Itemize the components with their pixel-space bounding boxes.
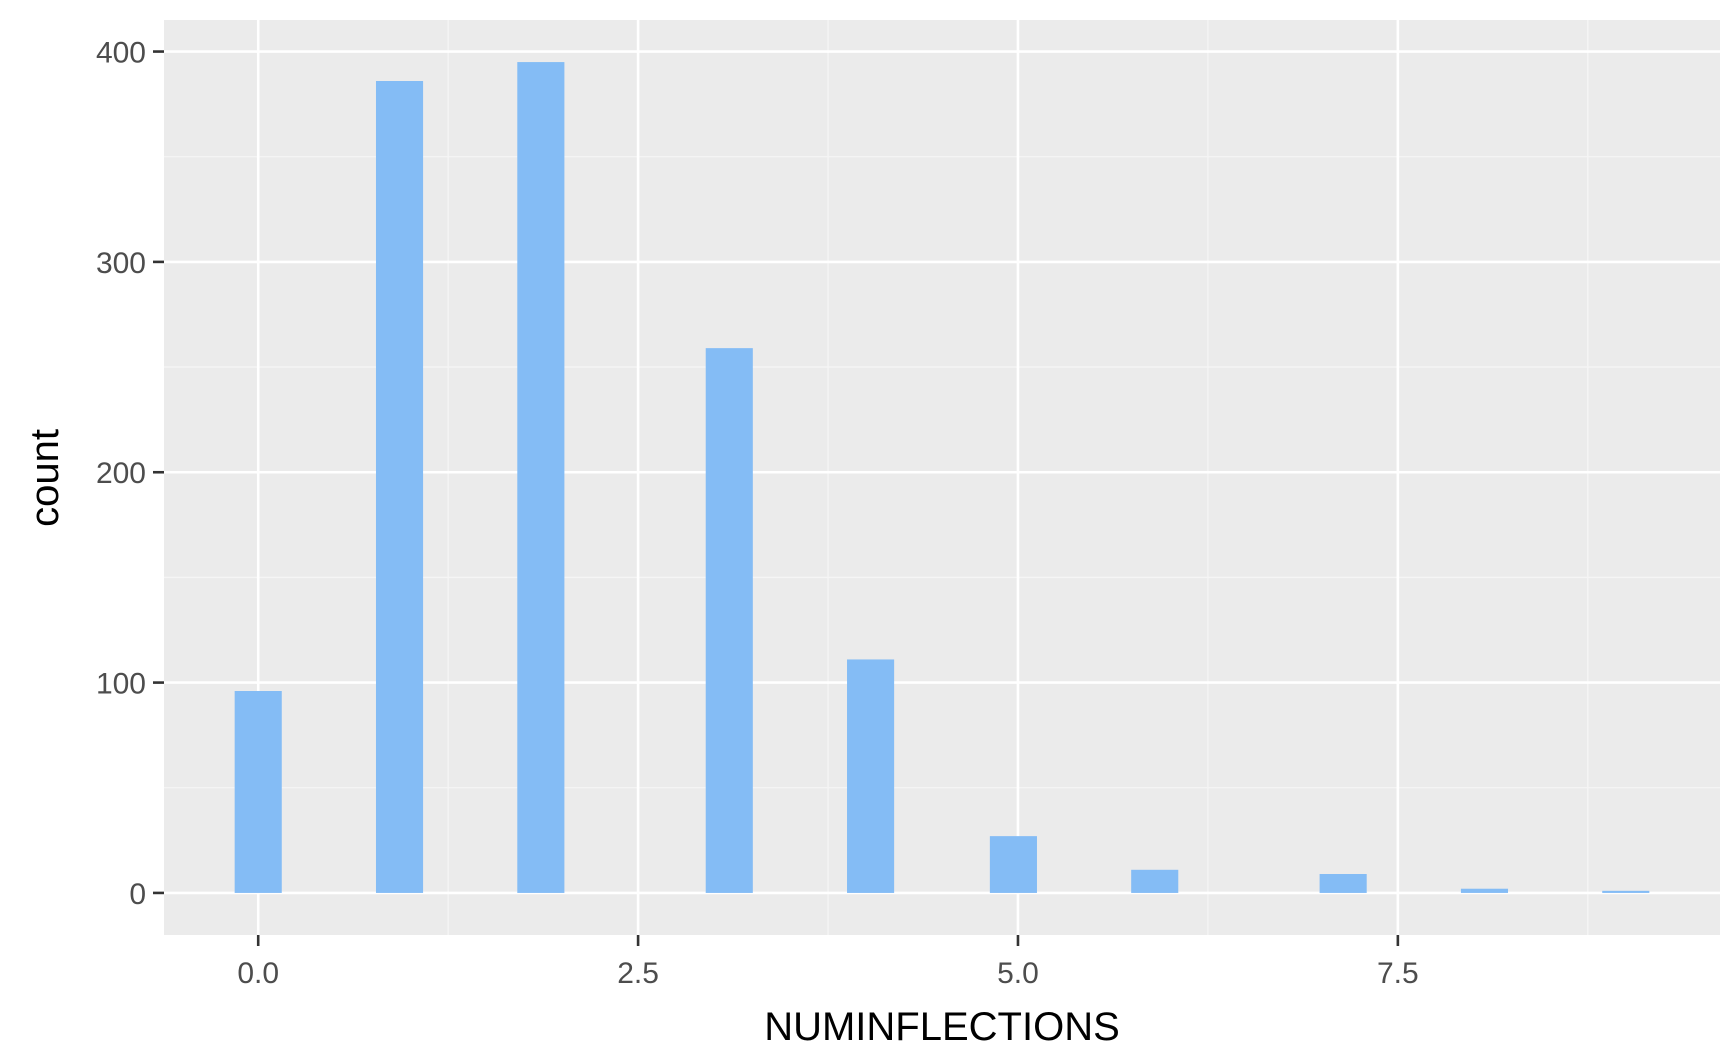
y-tick-label: 200 [96,457,146,490]
plot-panel [164,20,1720,935]
x-axis: 0.0 2.5 5.0 7.5 [237,935,1419,990]
bar [375,81,424,893]
y-axis: 0 100 200 300 400 [96,37,164,911]
y-tick-label: 300 [96,247,146,280]
bar [705,348,753,893]
bar [517,62,565,893]
bar [1319,874,1367,893]
x-tick-label: 2.5 [617,957,659,990]
bar [1460,888,1509,893]
bar [847,659,895,893]
x-tick-label: 7.5 [1377,957,1419,990]
x-axis-title: NUMINFLECTIONS [764,1005,1120,1049]
x-tick-label: 0.0 [237,957,279,990]
bar [989,836,1037,893]
bars [234,62,1650,893]
y-axis-title: count [23,429,67,527]
bar [1131,869,1179,893]
x-tick-label: 5.0 [997,957,1039,990]
bar [1602,890,1650,893]
y-tick-label: 400 [96,37,146,70]
major-gridlines [164,20,1720,935]
y-tick-label: 0 [129,878,146,911]
bar [234,691,282,893]
y-tick-label: 100 [96,668,146,701]
minor-gridlines [164,20,1720,935]
